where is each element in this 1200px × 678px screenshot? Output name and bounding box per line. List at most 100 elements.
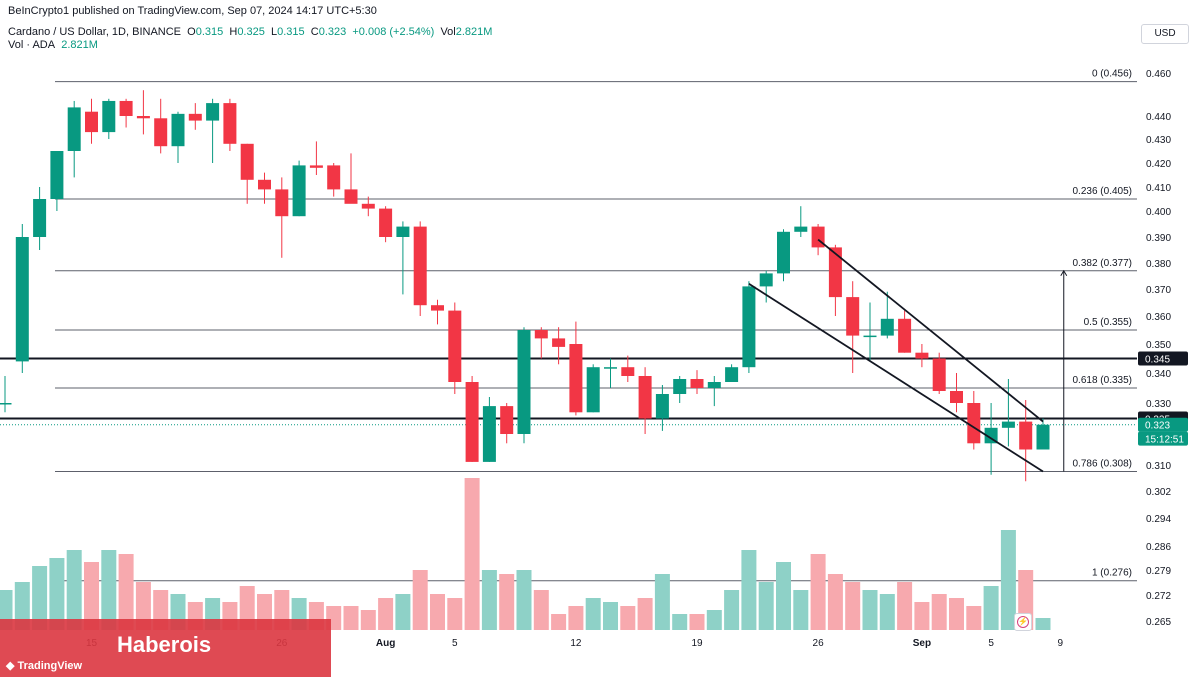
volume-bar <box>533 590 549 630</box>
candle-body <box>932 358 946 391</box>
volume-bar <box>1035 618 1051 630</box>
volume-bar <box>447 598 463 630</box>
symbol-name: Cardano / US Dollar, 1D, BINANCE <box>8 26 182 38</box>
volume-bar <box>412 570 428 630</box>
fib-label: 0.5 (0.355) <box>1084 317 1132 328</box>
volume-bar <box>499 574 515 630</box>
y-tick-label: 0.350 <box>1146 340 1171 351</box>
volume-bar <box>914 602 930 630</box>
volume-bar <box>378 598 394 630</box>
vol-ada-label: Vol · ADA <box>8 39 56 51</box>
candle-body <box>552 338 566 347</box>
open-label: O <box>187 26 196 38</box>
candle-body <box>171 113 185 147</box>
candle-body <box>15 237 29 362</box>
candle-body <box>863 335 877 338</box>
volume-bar <box>983 586 999 630</box>
candle-body <box>448 310 462 382</box>
volume-bar <box>360 610 376 630</box>
candle-body <box>1036 424 1050 450</box>
volume-bar <box>689 614 705 630</box>
volume-bar <box>118 554 134 630</box>
change-value: +0.008 (+2.54%) <box>352 26 435 38</box>
candle-body <box>673 379 687 394</box>
volume-bar <box>672 614 688 630</box>
y-tick-label: 0.390 <box>1146 233 1171 244</box>
y-tick-label: 0.410 <box>1146 183 1171 194</box>
vol-value: 2.821M <box>455 26 493 38</box>
low-label: L <box>270 26 278 38</box>
price-tag-label: 15:12:51 <box>1145 435 1184 446</box>
volume-bar <box>101 550 117 630</box>
vol-label: Vol <box>440 26 456 38</box>
candlesticks <box>0 90 1050 482</box>
candle-body <box>967 403 981 444</box>
symbol-ohlc-line: Cardano / US Dollar, 1D, BINANCE O0.315 … <box>8 26 492 38</box>
volume-bar <box>879 594 895 630</box>
volume-bar <box>551 614 567 630</box>
candle-body <box>742 286 756 368</box>
fib-label: 0.786 (0.308) <box>1073 459 1133 470</box>
candle-body <box>517 330 531 434</box>
candle-body <box>482 406 496 462</box>
horizontal-lines <box>0 357 1137 426</box>
candle-body <box>707 382 721 388</box>
candle-body <box>154 118 168 147</box>
measure-arrow-head <box>1060 269 1068 277</box>
trendlines <box>748 238 1068 473</box>
alert-button[interactable]: ⚡ <box>1014 613 1032 631</box>
volume-bar <box>827 574 843 630</box>
currency-button[interactable]: USD <box>1141 24 1189 44</box>
candle-body <box>223 103 237 144</box>
candle-body <box>188 113 202 121</box>
candle-body <box>136 116 150 119</box>
candle-body <box>465 382 479 462</box>
candle-body <box>240 143 254 180</box>
volume-bar <box>862 590 878 630</box>
candle-body <box>1001 421 1015 428</box>
candle-body <box>898 318 912 353</box>
volume-bar <box>430 594 445 630</box>
y-tick-label: 0.400 <box>1146 207 1171 218</box>
volume-bar <box>66 550 82 630</box>
price-axis: 0.460 0.440 0.430 0.420 0.410 0.400 0.390 0.380… <box>1146 69 1171 628</box>
candle-body <box>206 103 220 121</box>
volume-bar <box>966 606 982 630</box>
vol-ada-value: 2.821M <box>61 39 98 51</box>
volume-bar <box>481 570 497 630</box>
x-tick-label: 5 <box>452 638 458 649</box>
volume-bar <box>395 594 411 630</box>
volume-bar <box>810 554 826 630</box>
candle-body <box>309 165 323 168</box>
y-tick-label: 0.272 <box>1146 591 1171 602</box>
y-tick-label: 0.330 <box>1146 399 1171 410</box>
y-tick-label: 0.265 <box>1146 617 1171 628</box>
lightning-icon: ⚡ <box>1017 616 1029 628</box>
candle-body <box>396 226 410 237</box>
candle-body <box>292 165 306 217</box>
price-tag <box>1138 431 1188 446</box>
candle-body <box>655 394 669 419</box>
volume-bar <box>135 582 151 630</box>
y-tick-label: 0.430 <box>1146 135 1171 146</box>
price-tag-label: 0.345 <box>1145 355 1170 366</box>
candle-body <box>725 367 739 382</box>
volume-bar <box>516 570 532 630</box>
volume-bar <box>724 590 740 630</box>
candle-body <box>950 391 963 403</box>
candle-body <box>413 226 427 306</box>
fib-label: 0.382 (0.377) <box>1073 258 1133 269</box>
x-tick-label: 26 <box>813 638 825 649</box>
volume-bar <box>845 582 861 630</box>
volume-bar <box>637 598 653 630</box>
y-tick-label: 0.340 <box>1146 369 1171 380</box>
volume-bar <box>49 558 65 630</box>
candle-body <box>604 367 617 369</box>
open-value: 0.315 <box>195 26 224 38</box>
y-tick-label: 0.302 <box>1146 487 1171 498</box>
candle-body <box>275 189 289 217</box>
candle-body <box>794 226 808 232</box>
x-tick-label: 12 <box>570 638 582 649</box>
close-value: 0.323 <box>318 26 347 38</box>
